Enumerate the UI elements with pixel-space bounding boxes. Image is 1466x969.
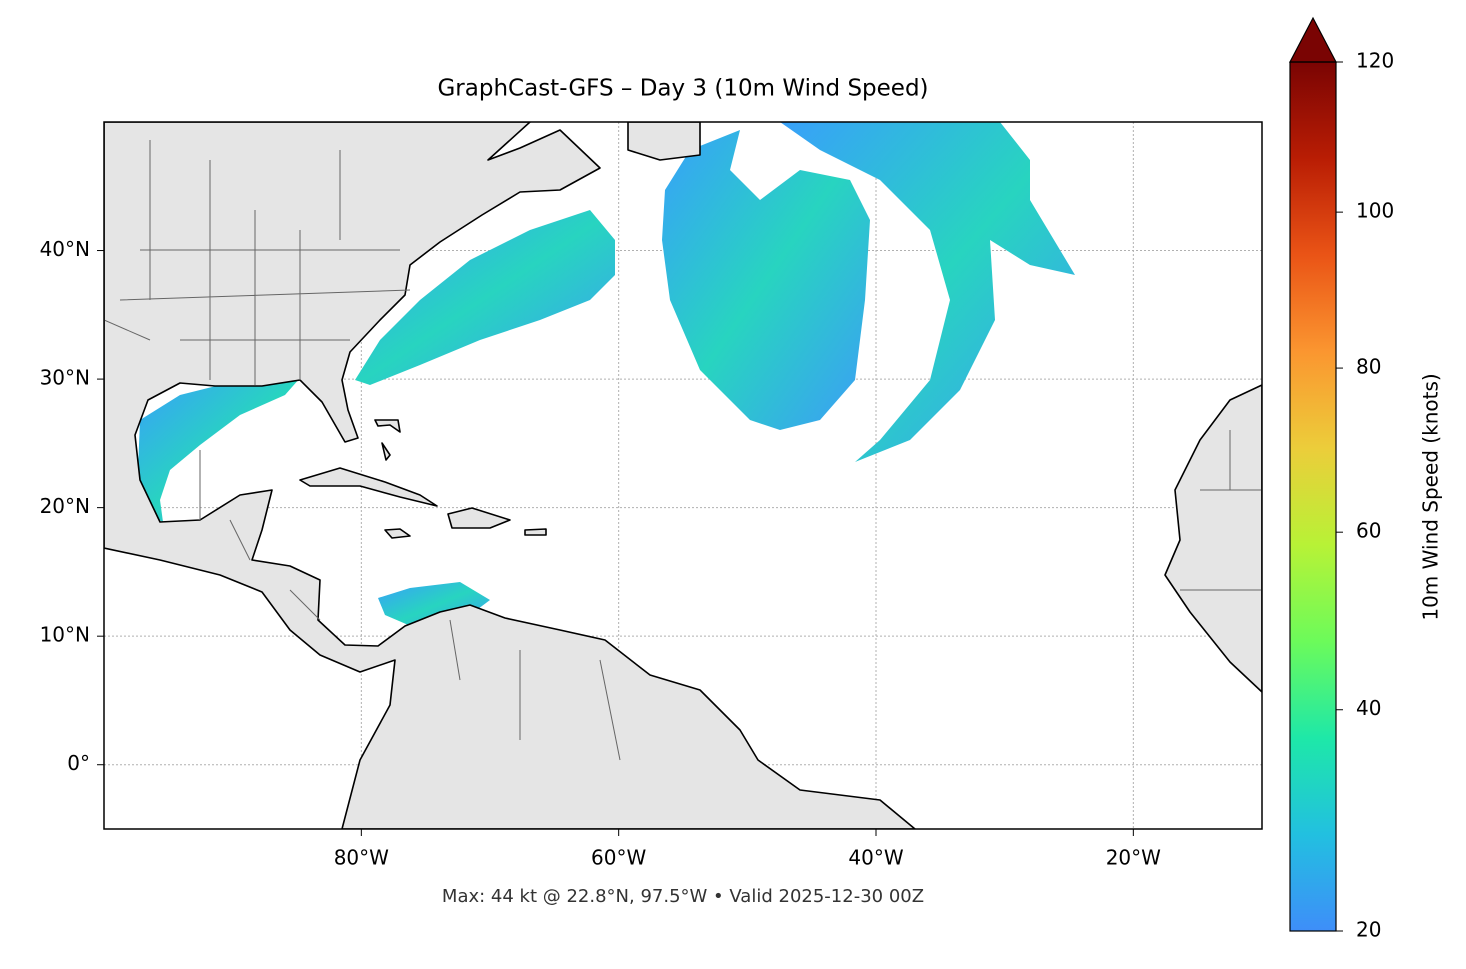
cuba xyxy=(299,467,438,507)
colorbar-label: 10m Wind Speed (knots) xyxy=(1419,373,1443,620)
colorbar-tick-label: 100 xyxy=(1356,199,1394,223)
newfoundland xyxy=(627,122,701,161)
chart-title: GraphCast-GFS – Day 3 (10m Wind Speed) xyxy=(437,76,928,102)
x-tick-label: 80°W xyxy=(334,846,389,870)
y-tick-label: 20°N xyxy=(40,494,90,518)
wind-area xyxy=(378,582,490,630)
state-borders xyxy=(104,140,1262,761)
colorbar-frame xyxy=(1289,61,1337,932)
colorbar-tick-label: 40 xyxy=(1356,696,1381,720)
colorbar-extension xyxy=(1289,16,1337,63)
y-tick-label: 40°N xyxy=(40,237,90,261)
colorbar-tick-label: 20 xyxy=(1356,918,1381,942)
jamaica xyxy=(384,528,411,539)
wind-area xyxy=(780,122,1075,462)
y-tick-label: 0° xyxy=(67,751,90,775)
colorbar-tick-label: 60 xyxy=(1356,519,1381,543)
colorbar-tick-label: 80 xyxy=(1356,355,1381,379)
x-tick-label: 20°W xyxy=(1106,846,1161,870)
colorbar-fill xyxy=(1290,62,1336,931)
footer: Max: 44 kt @ 22.8°N, 97.5°W • Valid 2025… xyxy=(442,886,924,907)
y-tick-label: 10°N xyxy=(40,623,90,647)
wind-area xyxy=(355,210,615,385)
x-tick-label: 60°W xyxy=(591,846,646,870)
land xyxy=(104,122,1262,829)
plot-frame xyxy=(103,121,1263,830)
colorbar-tick-label: 120 xyxy=(1356,49,1394,73)
wind-area xyxy=(662,130,870,430)
puerto-rico xyxy=(524,528,547,536)
africa xyxy=(1164,384,1262,693)
colorbar: 20 40 60 80 100 120 xyxy=(1289,16,1394,942)
bahamas xyxy=(374,419,401,461)
wind-area xyxy=(138,378,300,522)
hispaniola xyxy=(447,507,511,529)
americas xyxy=(104,122,916,829)
x-tick-label: 40°W xyxy=(848,846,903,870)
y-tick-label: 30°N xyxy=(40,366,90,390)
